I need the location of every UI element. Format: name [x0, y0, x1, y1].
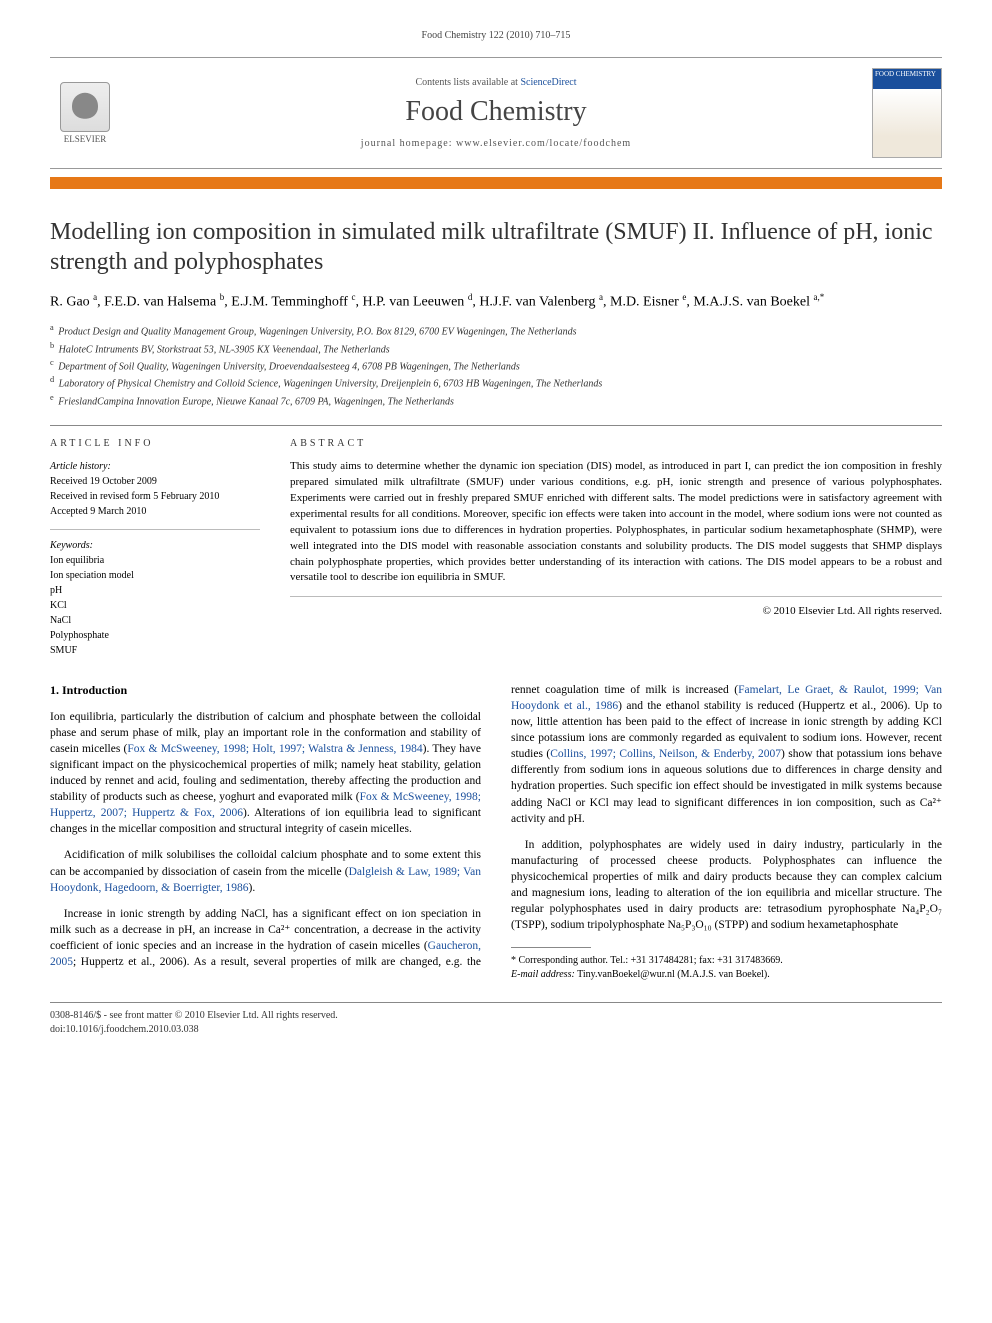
body-para-2: Acidification of milk solubilises the co…	[50, 847, 481, 895]
abstract-col: ABSTRACT This study aims to determine wh…	[290, 438, 942, 658]
history-accepted: Accepted 9 March 2010	[50, 504, 260, 519]
history-label: Article history:	[50, 459, 260, 474]
publisher-label: ELSEVIER	[64, 134, 107, 144]
body-para-4: In addition, polyphosphates are widely u…	[511, 837, 942, 934]
article-history: Article history: Received 19 October 200…	[50, 459, 260, 530]
keyword-item: KCl	[50, 598, 260, 613]
ref-link[interactable]: Fox & McSweeney, 1998; Holt, 1997; Walst…	[127, 743, 422, 755]
journal-homepage-line: journal homepage: www.elsevier.com/locat…	[120, 138, 872, 149]
contents-available-line: Contents lists available at ScienceDirec…	[120, 77, 872, 88]
affiliation-line: c Department of Soil Quality, Wageningen…	[50, 357, 942, 374]
article-info-heading: ARTICLE INFO	[50, 438, 260, 449]
homepage-prefix: journal homepage:	[361, 138, 456, 149]
journal-name: Food Chemistry	[120, 96, 872, 128]
history-revised: Received in revised form 5 February 2010	[50, 489, 260, 504]
affiliation-line: a Product Design and Quality Management …	[50, 322, 942, 339]
section-1-heading: 1. Introduction	[50, 682, 481, 699]
header-center: Contents lists available at ScienceDirec…	[120, 77, 872, 149]
affiliation-line: b HaloteC Intruments BV, Storkstraat 53,…	[50, 340, 942, 357]
article-title: Modelling ion composition in simulated m…	[50, 217, 942, 277]
journal-cover-thumb: FOOD CHEMISTRY	[872, 68, 942, 158]
corresponding-author-block: * Corresponding author. Tel.: +31 317484…	[511, 954, 942, 982]
page: Food Chemistry 122 (2010) 710–715 ELSEVI…	[0, 0, 992, 1067]
ref-link[interactable]: Collins, 1997; Collins, Neilson, & Ender…	[550, 748, 781, 760]
keyword-item: pH	[50, 583, 260, 598]
sciencedirect-link[interactable]: ScienceDirect	[520, 77, 576, 88]
cover-body	[873, 89, 941, 157]
affiliation-line: e FrieslandCampina Innovation Europe, Ni…	[50, 392, 942, 409]
keyword-item: SMUF	[50, 643, 260, 658]
keyword-item: Ion speciation model	[50, 568, 260, 583]
contents-prefix: Contents lists available at	[415, 77, 520, 88]
abstract-text: This study aims to determine whether the…	[290, 459, 942, 598]
article-info-col: ARTICLE INFO Article history: Received 1…	[50, 438, 260, 658]
keywords-label: Keywords:	[50, 540, 260, 551]
affiliation-line: d Laboratory of Physical Chemistry and C…	[50, 374, 942, 391]
keyword-item: Polyphosphate	[50, 628, 260, 643]
corr-line-1: * Corresponding author. Tel.: +31 317484…	[511, 954, 942, 968]
correspondence-rule	[511, 947, 591, 948]
elsevier-tree-icon	[60, 82, 110, 132]
keyword-item: NaCl	[50, 613, 260, 628]
journal-header: ELSEVIER Contents lists available at Sci…	[50, 57, 942, 169]
homepage-url[interactable]: www.elsevier.com/locate/foodchem	[456, 138, 631, 149]
corr-email[interactable]: Tiny.vanBoekel@wur.nl	[577, 969, 675, 980]
page-footer: 0308-8146/$ - see front matter © 2010 El…	[50, 1002, 942, 1037]
corr-email-label: E-mail address:	[511, 969, 575, 980]
authors-line: R. Gao a, F.E.D. van Halsema b, E.J.M. T…	[50, 291, 942, 312]
corr-line-2: E-mail address: Tiny.vanBoekel@wur.nl (M…	[511, 968, 942, 982]
keywords-list: Ion equilibriaIon speciation modelpHKClN…	[50, 553, 260, 658]
body-text: ).	[249, 882, 256, 894]
body-two-column: 1. Introduction Ion equilibria, particul…	[50, 682, 942, 982]
affiliations-block: a Product Design and Quality Management …	[50, 322, 942, 409]
info-abstract-row: ARTICLE INFO Article history: Received 1…	[50, 425, 942, 658]
footer-line-1: 0308-8146/$ - see front matter © 2010 El…	[50, 1009, 942, 1023]
abstract-heading: ABSTRACT	[290, 438, 942, 449]
body-para-1: Ion equilibria, particularly the distrib…	[50, 709, 481, 838]
footer-doi: doi:10.1016/j.foodchem.2010.03.038	[50, 1023, 942, 1037]
keyword-item: Ion equilibria	[50, 553, 260, 568]
cover-strip: FOOD CHEMISTRY	[873, 69, 941, 89]
orange-divider-bar	[50, 177, 942, 189]
journal-header-inner: ELSEVIER Contents lists available at Sci…	[50, 68, 942, 158]
history-received: Received 19 October 2009	[50, 474, 260, 489]
abstract-copyright: © 2010 Elsevier Ltd. All rights reserved…	[290, 605, 942, 617]
publisher-logo: ELSEVIER	[50, 82, 120, 144]
corr-name: (M.A.J.S. van Boekel).	[677, 969, 770, 980]
running-head: Food Chemistry 122 (2010) 710–715	[50, 30, 942, 41]
